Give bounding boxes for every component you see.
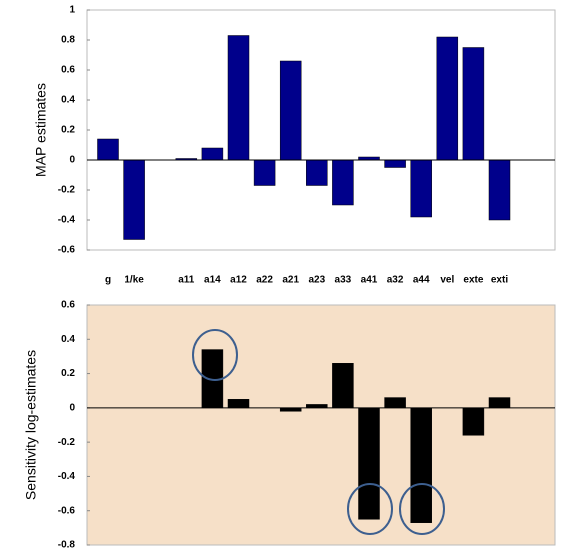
highlight-circle xyxy=(192,329,238,381)
bar xyxy=(410,407,432,523)
x-tick-label: a41 xyxy=(361,275,378,286)
y-tick-label: 0.6 xyxy=(61,300,75,311)
x-tick-label: g xyxy=(105,275,111,286)
y-tick-label: -0.4 xyxy=(58,471,76,482)
y-tick-label: 0.8 xyxy=(61,35,75,46)
x-tick-label: 1/ke xyxy=(124,275,144,286)
y-tick-label: -0.2 xyxy=(58,437,76,448)
bar xyxy=(384,159,406,168)
bar xyxy=(384,397,406,409)
x-tick-label: a44 xyxy=(413,275,430,286)
highlight-circle xyxy=(347,483,393,535)
bar xyxy=(488,159,511,221)
x-tick-label: exte xyxy=(463,275,483,286)
bar xyxy=(97,138,119,161)
x-tick-label: vel xyxy=(440,275,454,286)
bar xyxy=(306,404,328,409)
x-tick-label: a11 xyxy=(178,275,195,286)
y-tick-label: 0.2 xyxy=(61,125,75,136)
bar xyxy=(462,407,485,436)
bar xyxy=(488,397,511,409)
x-tick-label: a12 xyxy=(230,275,247,286)
bar xyxy=(227,399,250,409)
bar xyxy=(332,159,354,206)
y-tick-label: 0.4 xyxy=(61,95,75,106)
y-tick-label: -0.6 xyxy=(58,505,76,516)
bar xyxy=(279,60,302,161)
marks: -0.6 -0.4 -0.2 0 0.2 0.4 0.6 0.8 1 MAP estimates g… xyxy=(23,5,555,551)
highlight-circle xyxy=(399,483,445,535)
bar xyxy=(306,159,328,186)
y-tick-label: 0.6 xyxy=(61,65,75,76)
y-axis-label: Sensitivity log-estimates xyxy=(23,350,39,500)
y-axis-label: MAP estimates xyxy=(33,83,49,177)
plot-area xyxy=(86,9,556,251)
y-tick-label: 0.2 xyxy=(61,368,75,379)
y-tick-label: -0.4 xyxy=(58,215,76,226)
y-tick-label: 0 xyxy=(69,155,75,166)
y-tick-label: -0.2 xyxy=(58,185,76,196)
bar xyxy=(253,159,276,186)
x-tick-label: a14 xyxy=(204,275,221,286)
bar xyxy=(358,407,380,520)
bar xyxy=(279,407,302,412)
plot-area xyxy=(86,304,556,546)
bar xyxy=(436,36,459,161)
bar xyxy=(462,47,485,161)
bar xyxy=(410,159,432,218)
x-tick-label: a23 xyxy=(308,275,325,286)
x-tick-label: a33 xyxy=(335,275,352,286)
bar xyxy=(123,159,145,240)
y-tick-label: -0.8 xyxy=(58,540,76,551)
bar xyxy=(227,35,250,161)
y-tick-label: 0.4 xyxy=(61,334,75,345)
y-tick-label: 0 xyxy=(69,402,75,413)
x-tick-label: a21 xyxy=(282,275,299,286)
x-tick-label: a22 xyxy=(256,275,273,286)
x-tick-label: exti xyxy=(491,275,508,286)
y-tick-label: -0.6 xyxy=(58,245,76,256)
x-tick-label: a32 xyxy=(387,275,404,286)
bar xyxy=(201,147,224,161)
bar xyxy=(332,363,354,409)
y-tick-label: 1 xyxy=(69,5,75,16)
